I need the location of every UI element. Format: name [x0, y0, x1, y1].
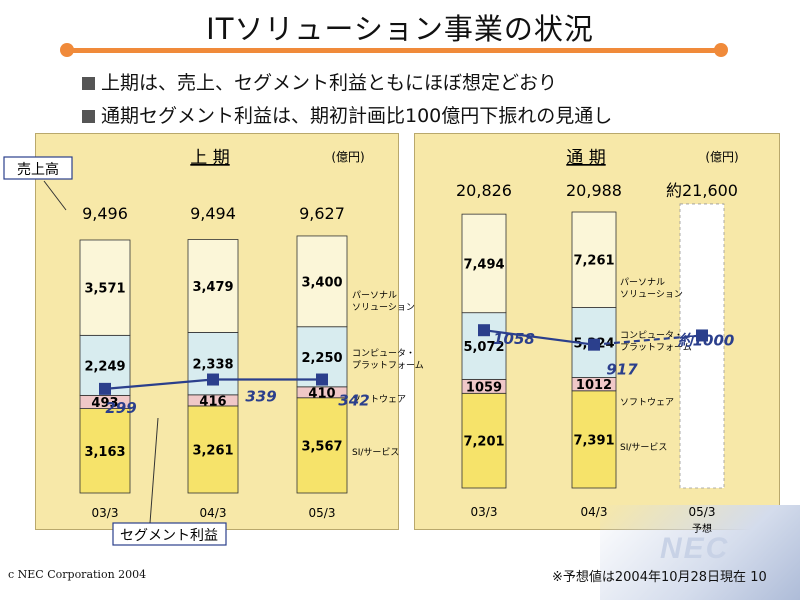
profit-marker: [207, 373, 219, 386]
nec-logo: NEC: [660, 532, 730, 565]
page-number: 10: [750, 570, 767, 585]
bar-value-label: 3,261: [192, 443, 233, 458]
bar-value-label: 5,072: [463, 340, 504, 355]
sales-callout-pointer: [43, 180, 67, 211]
footer-note: ※予想値は2004年10月28日現在 10: [552, 566, 767, 585]
bullet-2-text: 通期セグメント利益は、期初計画比100億円下振れの見通し: [101, 105, 613, 127]
total-label: 20,988: [566, 181, 622, 200]
underline-right-dot: [714, 43, 728, 57]
bar-segment: [571, 390, 617, 489]
bar-segment: [461, 312, 507, 380]
legend-label: SI/サービス: [352, 447, 399, 458]
bar-value-label: 7,391: [573, 433, 614, 448]
forecast-note-label: 予想: [692, 522, 712, 535]
profit-value-label: 342: [338, 392, 369, 410]
legend-label: パーソナルソリューション: [620, 277, 683, 300]
category-label: 04/3: [200, 506, 227, 520]
bar-segment: [187, 405, 239, 494]
bullet-1: 上期は、売上、セグメント利益ともにほぼ想定どおり: [82, 68, 557, 95]
unit-label: (億円): [705, 150, 738, 164]
total-label: 9,627: [299, 204, 345, 223]
bar-value-label: 3,400: [301, 275, 342, 290]
total-label: 9,494: [190, 204, 236, 223]
underline-left-dot: [60, 43, 74, 57]
profit-value-label: 1058: [493, 330, 535, 348]
profit-callout-pointer: [149, 417, 159, 524]
bar-segment: [461, 392, 507, 489]
legend-label: コンピュータ・プラットフォーム: [620, 330, 692, 353]
title-underline: [66, 48, 719, 53]
total-label: 9,496: [82, 204, 128, 223]
bullet-square-icon: [82, 77, 95, 90]
legend-label: SI/サービス: [620, 442, 667, 453]
legend-label: パーソナルソリューション: [352, 290, 415, 313]
chart-title: 通 期: [566, 148, 605, 168]
bar-segment: [571, 211, 617, 308]
forecast-bar: [679, 203, 725, 489]
profit-callout-label: セグメント利益: [120, 528, 218, 544]
bar-value-label: 2,250: [301, 351, 342, 366]
total-label: 約21,600: [666, 181, 738, 200]
bar-value-label: 2,249: [84, 359, 125, 374]
bar-segment: [79, 408, 131, 494]
profit-value-label: 339: [245, 388, 276, 406]
bar-segment: [187, 239, 239, 333]
profit-value-label: 約1000: [677, 331, 735, 349]
bar-value-label: 3,163: [84, 445, 125, 460]
legend-label: ソフトウェア: [620, 397, 674, 408]
sales-callout-box: [3, 156, 73, 180]
chart-title: 上 期: [190, 148, 229, 168]
copyright: c NEC Corporation 2004: [8, 568, 147, 581]
bar-value-label: 1059: [466, 380, 502, 395]
bar-value-label: 7,494: [463, 257, 504, 272]
bar-value-label: 2,338: [192, 358, 233, 373]
category-label: 04/3: [581, 505, 608, 519]
legend-label: ソフトウェア: [352, 394, 406, 405]
bar-value-label: 1012: [576, 378, 612, 393]
profit-marker: [588, 338, 600, 351]
profit-marker: [478, 324, 490, 337]
bar-value-label: 410: [308, 386, 335, 401]
total-label: 20,826: [456, 181, 512, 200]
profit-line-segment: [593, 334, 703, 346]
bar-value-label: 7,201: [463, 435, 504, 450]
category-label: 03/3: [92, 506, 119, 520]
profit-marker: [696, 329, 708, 342]
bullet-2: 通期セグメント利益は、期初計画比100億円下振れの見通し: [82, 101, 612, 128]
bar-value-label: 7,261: [573, 254, 614, 269]
profit-line-segment: [483, 329, 595, 346]
profit-line-segment: [104, 378, 214, 390]
profit-marker: [316, 373, 328, 386]
category-label: 05/3: [309, 506, 336, 520]
category-label: 05/3: [689, 505, 716, 519]
page-title: ITソリューション事業の状況: [206, 12, 594, 46]
bullet-square-icon: [82, 110, 95, 123]
sales-callout-label: 売上高: [17, 161, 59, 178]
bar-segment: [79, 239, 131, 336]
legend-label: コンピュータ・プラットフォーム: [352, 348, 424, 371]
bar-value-label: 3,479: [192, 280, 233, 295]
category-label: 03/3: [471, 505, 498, 519]
bar-value-label: 3,571: [84, 282, 125, 297]
profit-marker: [99, 382, 111, 395]
profit-value-label: 299: [105, 399, 136, 417]
profit-callout-box: [112, 522, 227, 546]
forecast-note: ※予想値は2004年10月28日現在: [552, 570, 747, 585]
profit-value-label: 917: [606, 361, 638, 379]
bar-segment: [461, 213, 507, 314]
bar-value-label: 3,567: [301, 439, 342, 454]
bar-segment: [296, 235, 348, 328]
bullet-1-text: 上期は、売上、セグメント利益ともにほぼ想定どおり: [101, 72, 558, 94]
background-wash: [600, 505, 800, 600]
bar-value-label: 493: [91, 396, 118, 411]
unit-label: (億円): [331, 150, 364, 164]
bar-value-label: 416: [199, 394, 226, 409]
